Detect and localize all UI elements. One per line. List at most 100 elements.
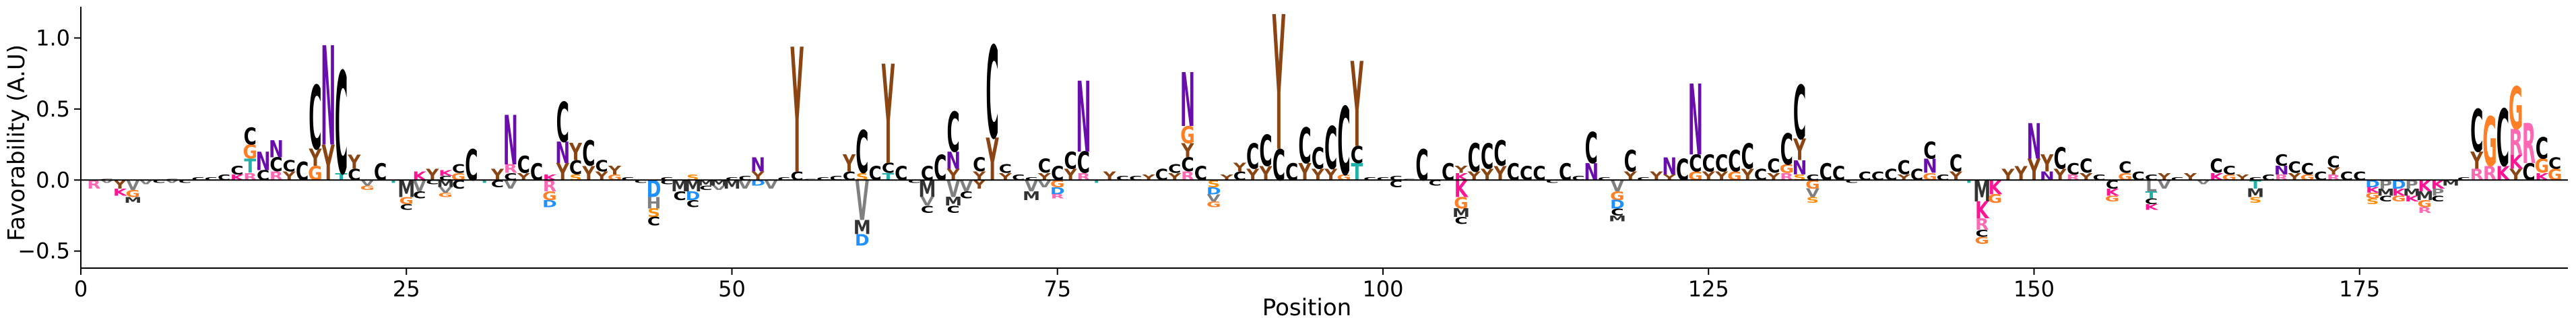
logo-letter-V: V <box>1207 192 1221 203</box>
logo-letter-C: C <box>921 162 934 185</box>
logo-letter-G: G <box>399 195 414 206</box>
logo-letter-C: C <box>1976 228 1989 239</box>
x-tick-label: 150 <box>2014 276 2055 302</box>
logo-letter-Y: Y <box>1793 134 1807 168</box>
logo-letter-G: G <box>2105 194 2120 203</box>
logo-letter-C: C <box>1767 154 1780 178</box>
logo-letter-R: R <box>87 178 100 191</box>
logo-letter-C: C <box>1077 147 1090 181</box>
logo-letter-C: C <box>296 156 309 186</box>
logo-letter-G: G <box>1206 199 1221 209</box>
logo-letter-G: G <box>1180 122 1195 150</box>
logo-letter-Y: Y <box>347 150 361 174</box>
logo-letter-C: C <box>2379 194 2392 203</box>
logo-letter-C: C <box>1493 133 1506 174</box>
logo-letter-V: V <box>1611 177 1625 195</box>
logo-letter-C: C <box>1429 179 1442 188</box>
logo-letter-C: C <box>2497 94 2509 185</box>
logo-letter-C: C <box>1025 176 1037 181</box>
logo-letter-N: N <box>503 102 518 181</box>
logo-letter-T: T <box>1351 159 1363 187</box>
logo-letter-C: C <box>1754 166 1767 184</box>
logo-letter-C: C <box>1689 150 1702 178</box>
logo-letter-C: C <box>439 174 452 181</box>
x-tick-label: 175 <box>2339 276 2380 302</box>
logo-letter-M: M <box>1973 175 1991 209</box>
logo-letter-S: S <box>647 206 660 220</box>
logo-letter-G: G <box>542 189 557 203</box>
logo-letter-C: C <box>973 153 986 176</box>
logo-letter-C: C <box>674 189 686 203</box>
logo-letter-K: K <box>1975 197 1989 225</box>
logo-letter-Y: Y <box>1246 166 1260 184</box>
logo-letter-C: C <box>1351 141 1363 169</box>
logo-letter-C: C <box>2275 152 2288 170</box>
logo-letter-C: C <box>179 179 191 184</box>
logo-letter-Y: Y <box>1350 38 1363 174</box>
logo-letter-K: K <box>2496 162 2511 185</box>
logo-letter-C: C <box>660 176 673 181</box>
logo-letter-C: C <box>2340 170 2353 183</box>
logo-letter-Y: Y <box>2470 148 2483 175</box>
logo-letter-C: C <box>1246 136 1259 177</box>
logo-letter-N: N <box>321 19 335 178</box>
logo-letter-M: M <box>697 179 715 188</box>
logo-letter-C: C <box>1520 162 1533 185</box>
logo-letter-C: C <box>517 152 530 179</box>
logo-letter-N: N <box>1688 65 1703 178</box>
logo-letter-C: C <box>1390 178 1403 189</box>
logo-letter-C: C <box>1168 162 1181 176</box>
logo-letter-D: D <box>686 189 701 203</box>
x-tick-label: 0 <box>74 276 88 302</box>
logo-letter-C: C <box>1312 143 1324 176</box>
logo-letter-C: C <box>1859 170 1871 183</box>
logo-letter-V: V <box>126 177 139 193</box>
logo-letter-C: C <box>1454 215 1467 226</box>
logo-letter-C: C <box>2223 164 2236 177</box>
logo-letter-C: C <box>2288 158 2300 176</box>
logo-letter-C: C <box>1780 126 1793 175</box>
logo-letter-C: C <box>269 153 282 176</box>
logo-letter-Y: Y <box>1298 159 1312 187</box>
logo-letter-N: N <box>1180 57 1195 143</box>
logo-letter-C: C <box>2131 170 2144 183</box>
logo-letter-C: C <box>934 148 946 189</box>
logo-letter-R: R <box>2522 113 2536 176</box>
logo-letter-G: G <box>1779 162 1794 176</box>
logo-letter-Y: Y <box>1311 166 1325 184</box>
logo-letter-Y: Y <box>1259 162 1273 185</box>
logo-letter-N: N <box>1584 159 1599 187</box>
logo-letter-Y: Y <box>569 139 582 166</box>
logo-letter-G: G <box>2365 191 2380 201</box>
logo-letter-C: C <box>1793 70 1806 156</box>
logo-letter-K: K <box>2418 177 2432 195</box>
axes: −0.5 0.0 0.5 1.0 0 25 50 75 100 125 150 175 <box>18 7 2568 302</box>
logo-letter-C: C <box>595 157 608 175</box>
logo-letter-M: M <box>124 195 141 205</box>
logo-letter-C: C <box>2431 194 2444 203</box>
logo-letter-C: C <box>2536 133 2548 166</box>
logo-letter-C: C <box>2548 154 2561 172</box>
logo-letter-C: C <box>2210 154 2222 178</box>
logo-letter-V: V <box>139 179 154 186</box>
logo-letter-C: C <box>699 185 712 191</box>
logo-letter-C: C <box>1572 174 1584 181</box>
logo-letter-Y: Y <box>321 135 335 192</box>
logo-letter-C: C <box>1715 150 1728 178</box>
logo-letter-C: C <box>868 162 881 185</box>
logo-letter-V: V <box>2197 179 2211 186</box>
logo-letter-V: V <box>1025 177 1039 195</box>
logo-letter-G: G <box>2482 103 2497 183</box>
logo-letter-V: V <box>959 177 973 195</box>
logo-letter-N: N <box>1793 156 1807 180</box>
logo-letter-C: C <box>205 176 218 181</box>
logo-letter-Y: Y <box>1273 0 1286 193</box>
logo-letter-Y: Y <box>608 164 622 177</box>
logo-letter-Y: Y <box>1493 162 1508 185</box>
logo-letter-G: G <box>1974 235 1989 247</box>
logo-letter-C: C <box>726 176 738 181</box>
logo-letter-G: G <box>2509 76 2523 143</box>
logo-letter-V: V <box>412 177 426 195</box>
logo-letter-C: C <box>1064 148 1076 175</box>
